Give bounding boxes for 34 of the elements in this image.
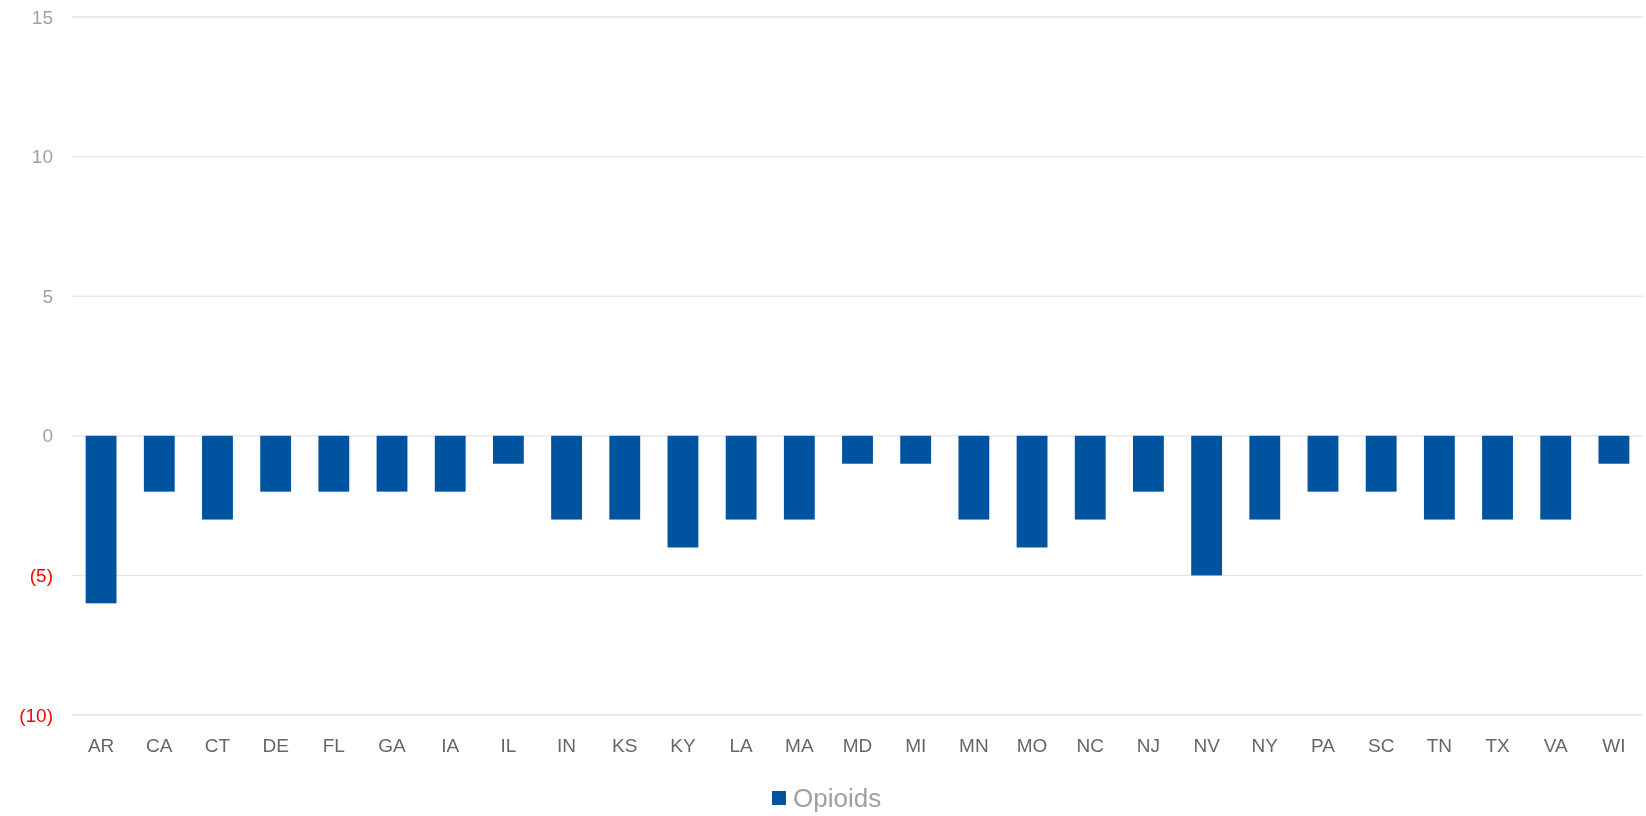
x-tick-label: TX xyxy=(1485,734,1510,756)
x-tick-label: NY xyxy=(1251,734,1279,756)
y-tick-label: 0 xyxy=(42,425,53,447)
x-tick-label: MI xyxy=(905,734,927,756)
x-tick-label: IA xyxy=(441,734,460,756)
x-tick-label: KS xyxy=(612,734,638,756)
y-tick-label: 15 xyxy=(31,6,53,28)
y-tick-label: (5) xyxy=(29,565,53,587)
x-tick-label: MA xyxy=(785,734,814,756)
x-tick-label: NV xyxy=(1193,734,1221,756)
legend-label: Opioids xyxy=(793,783,882,814)
y-tick-label: 10 xyxy=(31,146,53,168)
x-tick-label: SC xyxy=(1367,734,1395,756)
x-tick-label: FL xyxy=(322,734,345,756)
x-tick-label: KY xyxy=(670,734,696,756)
x-tick-label: MO xyxy=(1016,734,1048,756)
x-tick-label: MD xyxy=(842,734,873,756)
x-tick-label: IL xyxy=(500,734,517,756)
y-tick-label: (10) xyxy=(19,704,53,726)
x-tick-label: DE xyxy=(262,734,289,756)
x-tick-label: AR xyxy=(87,734,115,756)
x-tick-label: CT xyxy=(204,734,231,756)
x-tick-label: CA xyxy=(146,734,173,756)
x-tick-label: LA xyxy=(729,734,754,756)
x-tick-label: VA xyxy=(1543,734,1569,756)
x-tick-label: IN xyxy=(557,734,577,756)
x-tick-label: NJ xyxy=(1136,734,1161,756)
y-tick-label: 5 xyxy=(42,285,53,307)
x-tick-label: GA xyxy=(378,734,407,756)
x-tick-label: NC xyxy=(1076,734,1104,756)
x-tick-label: WI xyxy=(1602,734,1626,756)
x-tick-label: MN xyxy=(959,734,989,756)
x-tick-label: TN xyxy=(1426,734,1453,756)
x-tick-label: PA xyxy=(1311,734,1336,756)
